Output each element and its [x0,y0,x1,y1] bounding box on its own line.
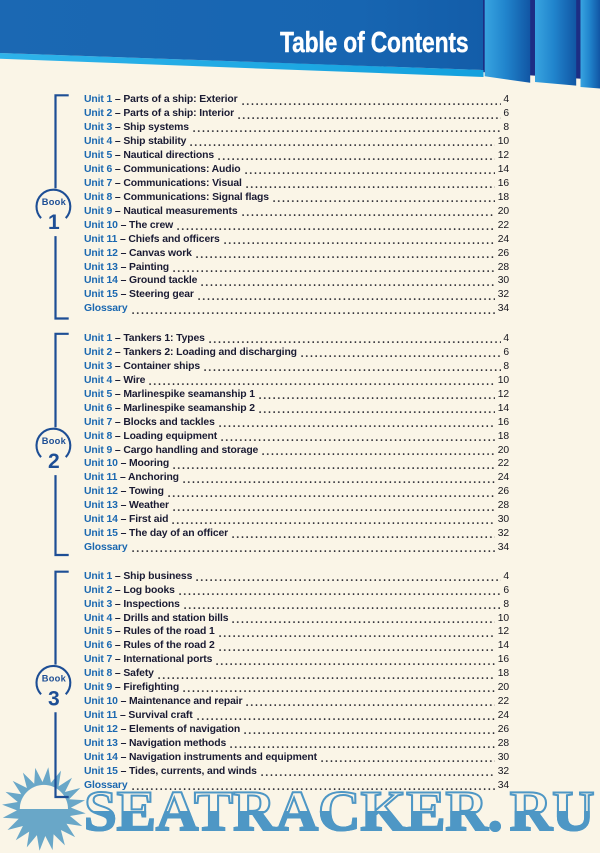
svg-text:Book: Book [42,673,67,683]
svg-text:1: 1 [48,211,60,234]
svg-text:Book: Book [42,436,67,446]
svg-text:Book: Book [42,197,67,207]
svg-text:3: 3 [48,687,60,710]
svg-text:2: 2 [48,450,60,473]
